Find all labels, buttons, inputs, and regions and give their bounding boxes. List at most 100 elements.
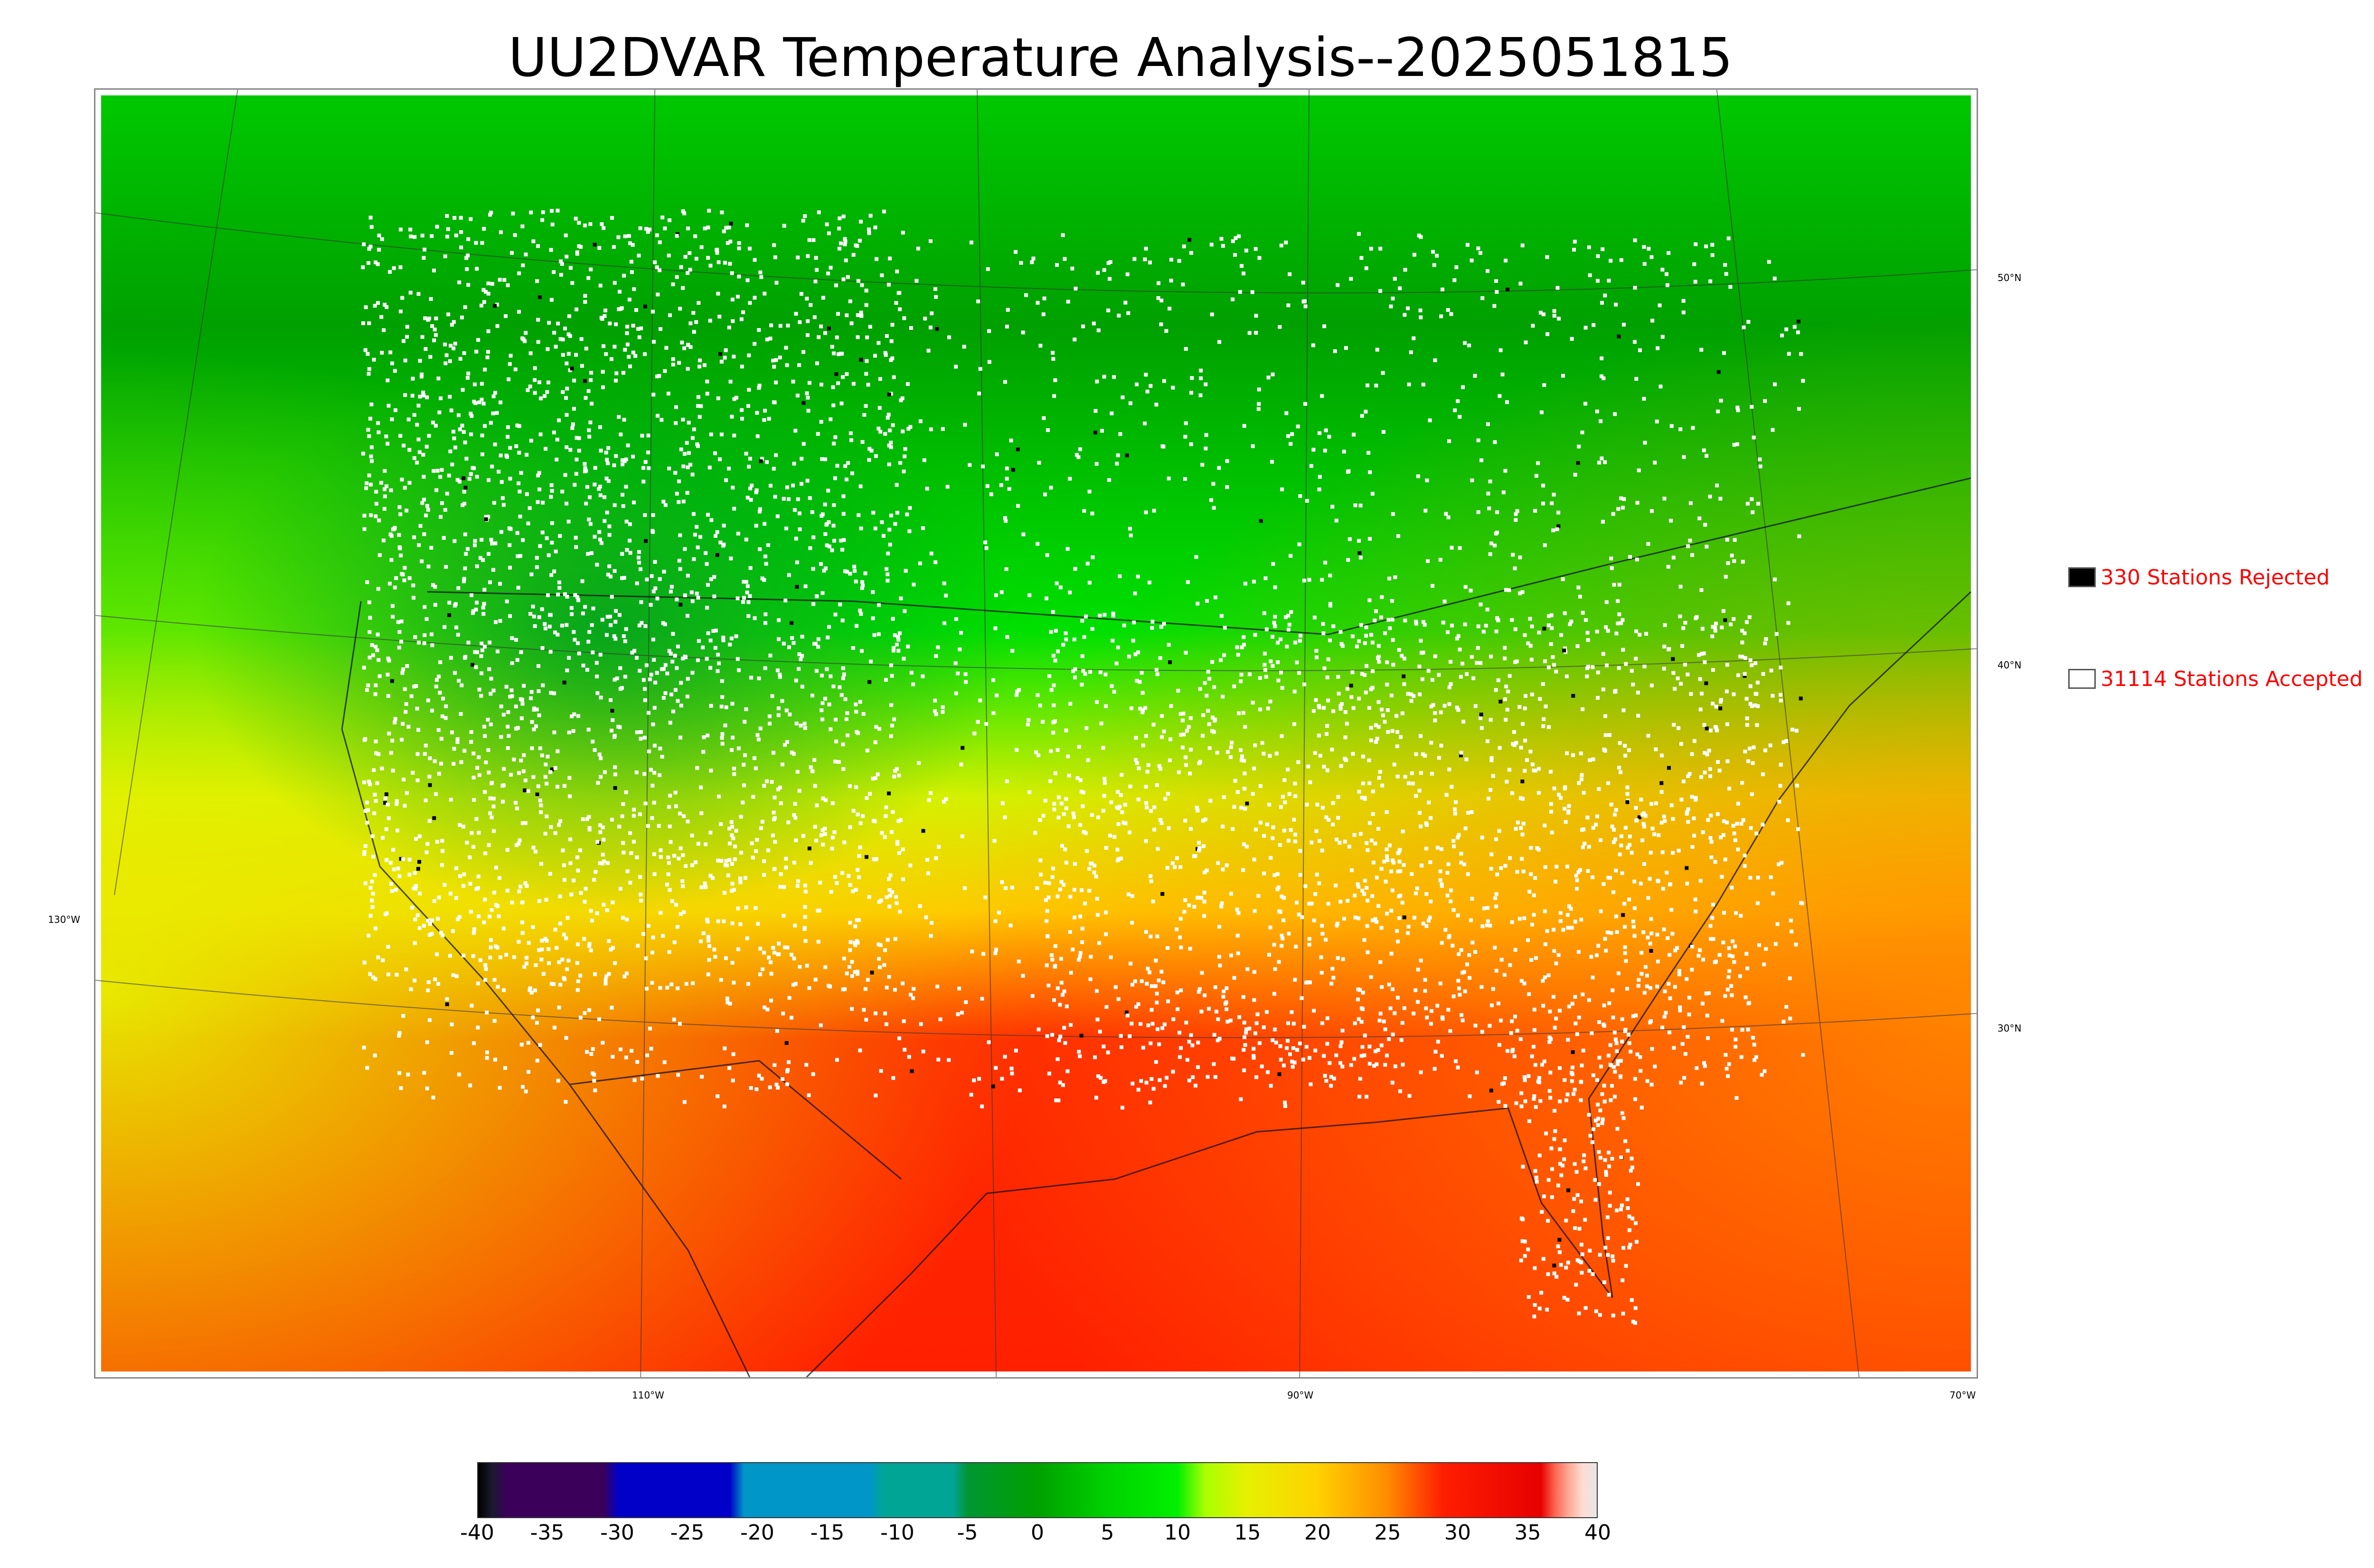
station-marker bbox=[901, 981, 905, 986]
station-marker bbox=[1703, 770, 1707, 775]
station-marker bbox=[1670, 931, 1675, 936]
station-marker bbox=[1313, 751, 1317, 755]
station-marker bbox=[1111, 613, 1115, 618]
station-marker bbox=[1426, 669, 1431, 673]
station-marker bbox=[471, 1041, 476, 1045]
station-marker bbox=[489, 210, 493, 215]
station-marker bbox=[1546, 973, 1551, 977]
station-marker bbox=[739, 317, 744, 321]
station-marker bbox=[493, 1058, 498, 1062]
station-marker bbox=[1717, 953, 1722, 957]
station-marker bbox=[745, 936, 749, 940]
station-marker bbox=[1159, 818, 1162, 822]
station-marker bbox=[1291, 1022, 1296, 1026]
station-marker bbox=[1636, 984, 1640, 988]
station-marker bbox=[701, 645, 705, 649]
station-marker bbox=[445, 491, 449, 496]
station-marker bbox=[853, 569, 857, 573]
station-marker bbox=[1110, 684, 1114, 688]
station-marker bbox=[1338, 704, 1343, 708]
station-marker bbox=[397, 505, 402, 509]
station-marker bbox=[858, 609, 862, 613]
station-marker bbox=[1156, 1027, 1160, 1032]
station-marker bbox=[853, 970, 857, 974]
station-marker bbox=[374, 502, 378, 506]
station-marker bbox=[444, 565, 448, 569]
station-marker bbox=[499, 530, 503, 534]
station-marker bbox=[610, 709, 614, 713]
station-marker bbox=[709, 518, 714, 522]
station-marker bbox=[1235, 907, 1239, 911]
station-marker bbox=[400, 671, 405, 675]
station-marker bbox=[1064, 806, 1068, 810]
station-marker bbox=[1465, 962, 1469, 967]
station-marker bbox=[1506, 1049, 1509, 1053]
station-marker bbox=[374, 645, 378, 649]
station-marker bbox=[526, 521, 530, 526]
station-marker bbox=[1690, 967, 1694, 972]
station-marker bbox=[1624, 662, 1628, 666]
station-marker bbox=[1199, 376, 1203, 380]
station-marker bbox=[445, 235, 450, 239]
station-marker bbox=[612, 503, 617, 507]
station-marker bbox=[414, 837, 418, 841]
station-marker bbox=[703, 881, 707, 885]
station-marker bbox=[466, 254, 470, 258]
station-marker bbox=[729, 636, 734, 640]
station-marker bbox=[1389, 951, 1394, 956]
station-marker bbox=[1357, 1095, 1361, 1099]
station-marker bbox=[520, 224, 525, 228]
station-marker bbox=[1430, 678, 1434, 682]
station-marker bbox=[1385, 708, 1390, 712]
station-marker bbox=[1382, 859, 1386, 864]
station-marker bbox=[887, 443, 891, 448]
station-marker bbox=[1493, 544, 1497, 548]
station-marker bbox=[566, 352, 571, 356]
station-marker bbox=[1084, 726, 1089, 730]
station-marker bbox=[732, 767, 736, 771]
station-marker bbox=[372, 768, 376, 772]
station-marker bbox=[1713, 626, 1717, 630]
station-marker bbox=[568, 266, 573, 270]
station-marker bbox=[830, 801, 835, 805]
station-marker bbox=[417, 926, 422, 930]
station-marker bbox=[1705, 454, 1709, 458]
station-marker bbox=[1667, 766, 1671, 770]
station-marker bbox=[1676, 676, 1680, 680]
station-marker bbox=[644, 663, 649, 667]
station-marker bbox=[535, 1059, 539, 1063]
station-marker bbox=[1558, 1008, 1562, 1013]
station-marker bbox=[1228, 755, 1233, 759]
station-marker bbox=[1271, 1038, 1275, 1042]
station-marker bbox=[991, 678, 996, 682]
station-marker bbox=[605, 908, 609, 912]
station-marker bbox=[442, 536, 446, 540]
station-marker bbox=[539, 862, 543, 866]
station-marker bbox=[1361, 754, 1365, 759]
station-marker bbox=[936, 1057, 941, 1061]
station-marker bbox=[1336, 795, 1340, 799]
station-marker bbox=[403, 486, 407, 490]
station-marker bbox=[793, 802, 797, 806]
station-marker bbox=[1505, 400, 1509, 404]
station-marker bbox=[758, 972, 763, 976]
station-marker bbox=[787, 1060, 791, 1064]
station-marker bbox=[704, 885, 708, 889]
station-marker bbox=[1055, 894, 1060, 899]
station-marker bbox=[674, 902, 678, 907]
station-marker bbox=[377, 430, 381, 434]
station-marker bbox=[763, 612, 768, 617]
station-marker bbox=[1207, 722, 1211, 726]
station-marker bbox=[721, 638, 725, 642]
station-marker bbox=[1554, 880, 1558, 884]
station-marker bbox=[430, 918, 434, 922]
station-marker bbox=[1077, 1050, 1081, 1054]
station-marker bbox=[388, 861, 393, 865]
station-marker bbox=[575, 252, 579, 256]
station-marker bbox=[1528, 617, 1532, 621]
station-marker bbox=[1401, 1062, 1405, 1067]
station-marker bbox=[812, 642, 817, 646]
station-marker bbox=[1687, 1013, 1691, 1017]
station-marker bbox=[678, 533, 682, 537]
station-marker bbox=[788, 712, 792, 716]
